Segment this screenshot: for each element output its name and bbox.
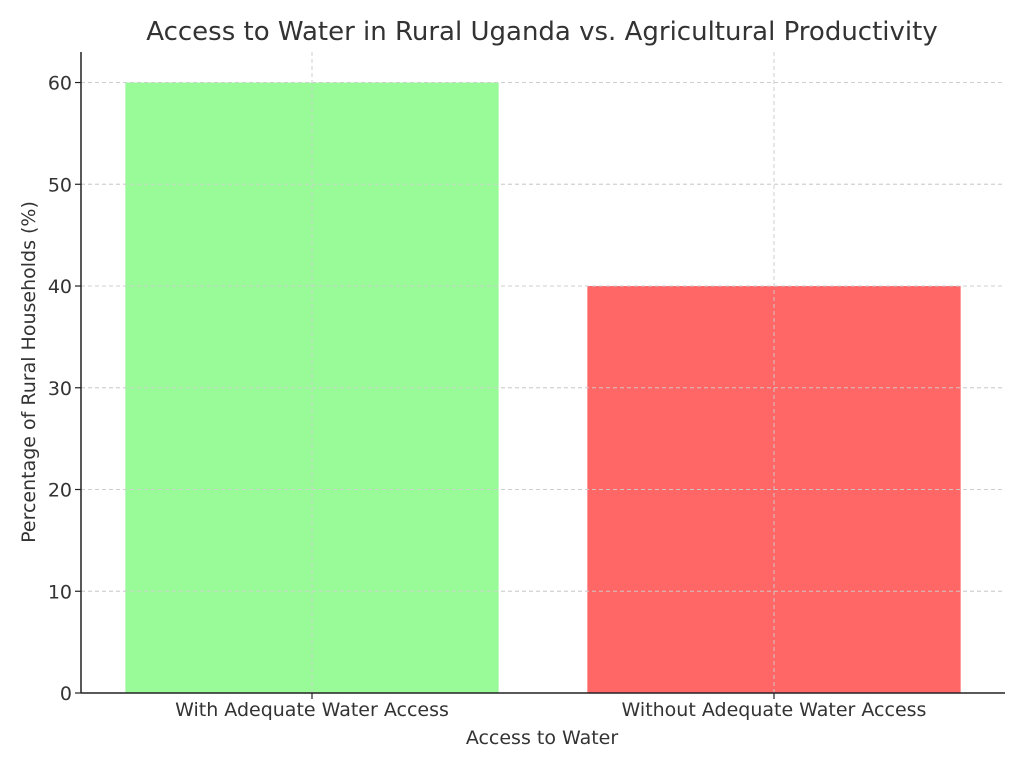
y-axis-label: Percentage of Rural Households (%) <box>18 201 40 543</box>
x-axis-label: Access to Water <box>466 727 619 749</box>
x-tick-label: Without Adequate Water Access <box>622 699 927 721</box>
y-tick-label: 20 <box>48 480 72 502</box>
y-tick-label: 30 <box>48 378 72 400</box>
x-tick-label: With Adequate Water Access <box>175 699 449 721</box>
y-tick-label: 40 <box>48 276 72 298</box>
y-axis-ticks: 0 10 20 30 40 50 60 <box>48 73 81 705</box>
y-tick-label: 10 <box>48 581 72 603</box>
y-tick-label: 50 <box>48 174 72 196</box>
y-tick-label: 0 <box>60 683 72 705</box>
bars <box>81 52 1005 694</box>
x-axis-ticks: With Adequate Water Access Without Adequa… <box>175 693 926 721</box>
chart-title: Access to Water in Rural Uganda vs. Agri… <box>146 17 937 47</box>
axes <box>80 52 1005 694</box>
y-tick-label: 60 <box>48 73 72 95</box>
